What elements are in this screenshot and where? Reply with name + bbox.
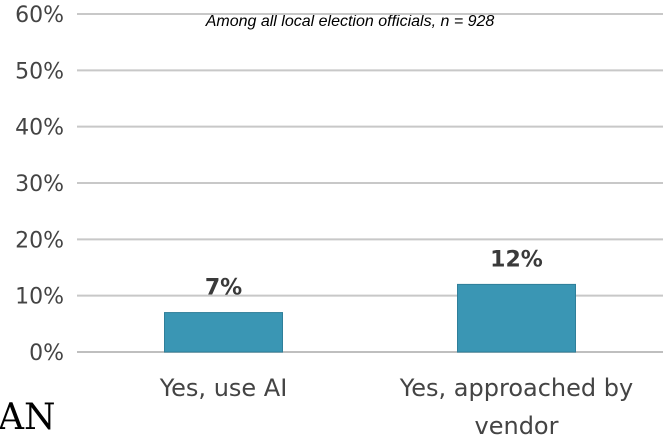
x-axis-labels: Yes, use AI Yes, approached by vendor xyxy=(159,374,634,439)
bar xyxy=(457,283,576,353)
y-tick-label: 20% xyxy=(15,228,64,253)
x-tick-label-line: vendor xyxy=(475,412,559,439)
x-tick-label-line: Yes, approached by xyxy=(399,374,633,402)
data-label: 12% xyxy=(490,247,543,272)
bar xyxy=(164,312,283,353)
y-tick-label: 0% xyxy=(29,341,64,366)
chart-subtitle: Among all local election officials, n = … xyxy=(205,13,495,30)
y-tick-label: 40% xyxy=(15,116,64,141)
x-tick-label-line: Yes, use AI xyxy=(159,374,288,402)
x-tick-label: Yes, use AI xyxy=(159,374,288,402)
y-axis-ticks: 0% 10% 20% 30% 40% 50% 60% xyxy=(15,3,64,366)
y-tick-label: 50% xyxy=(15,59,64,84)
data-labels: 7% 12% xyxy=(205,247,543,300)
cropped-corner-text: AN xyxy=(0,397,56,438)
y-tick-label: 30% xyxy=(15,172,64,197)
x-tick-label: Yes, approached by vendor xyxy=(399,374,633,439)
y-tick-label: 60% xyxy=(15,3,64,28)
y-tick-label: 10% xyxy=(15,285,64,310)
data-label: 7% xyxy=(205,276,242,301)
bars xyxy=(164,283,576,353)
